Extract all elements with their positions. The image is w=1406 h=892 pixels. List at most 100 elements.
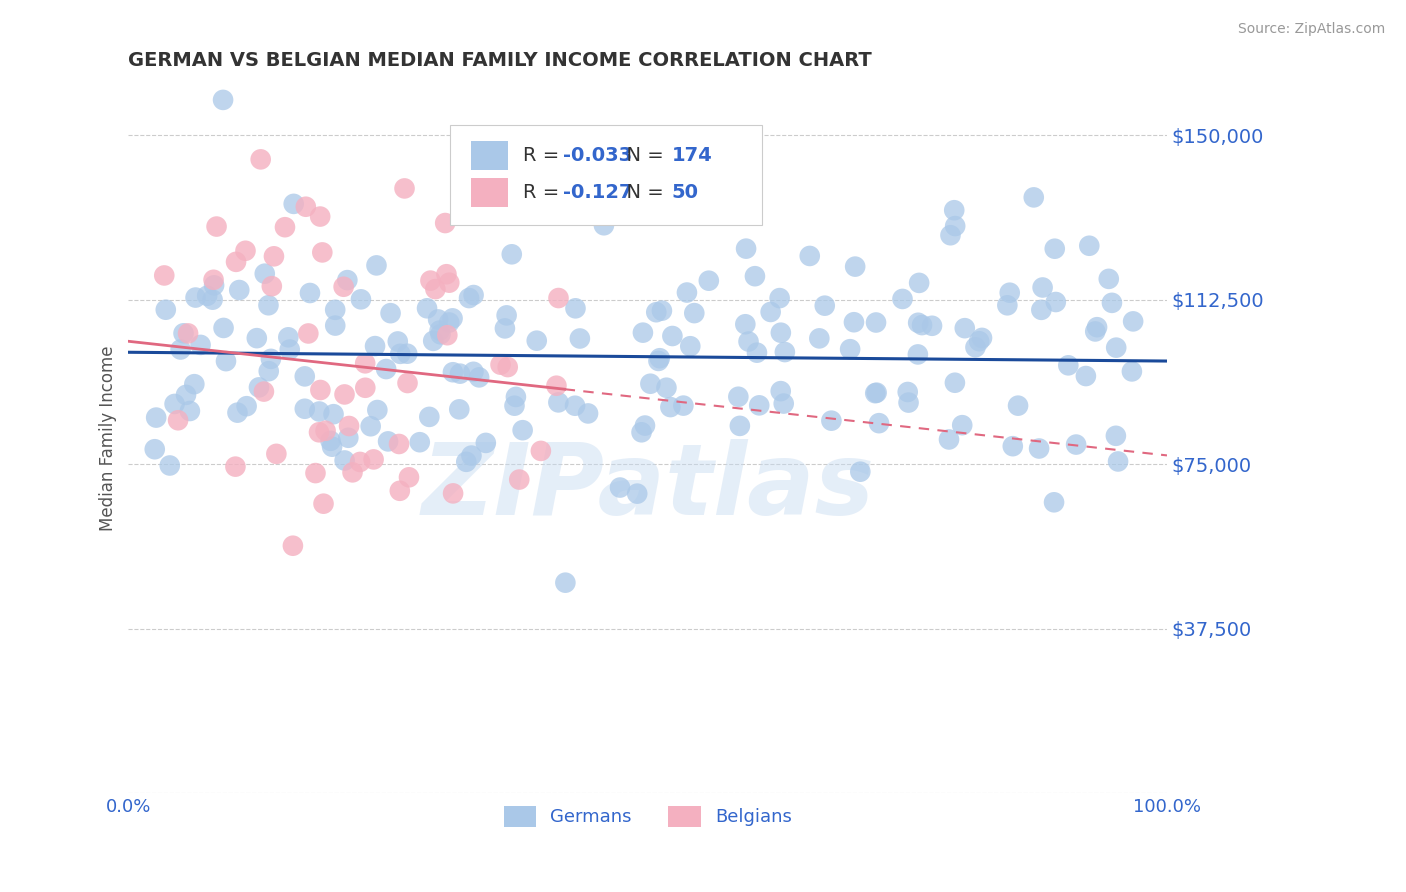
Point — [422, 334, 444, 348]
FancyBboxPatch shape — [450, 125, 762, 225]
Point — [449, 402, 471, 417]
Point — [640, 376, 662, 391]
Point — [547, 395, 569, 409]
Point — [159, 458, 181, 473]
Point — [943, 376, 966, 390]
Point — [1031, 302, 1053, 317]
Point — [215, 354, 238, 368]
Text: N =: N = — [614, 183, 671, 202]
Point — [727, 390, 749, 404]
Point — [294, 369, 316, 384]
Point — [266, 447, 288, 461]
Point — [436, 328, 458, 343]
Point — [939, 228, 962, 243]
Text: N =: N = — [614, 146, 671, 165]
Text: GERMAN VS BELGIAN MEDIAN FAMILY INCOME CORRELATION CHART: GERMAN VS BELGIAN MEDIAN FAMILY INCOME C… — [128, 51, 872, 70]
Point — [429, 324, 451, 338]
Text: R =: R = — [523, 146, 565, 165]
Point — [676, 285, 699, 300]
Point — [1032, 280, 1054, 294]
Point — [965, 340, 987, 354]
Point — [748, 398, 770, 412]
Point — [1043, 495, 1066, 509]
Point — [224, 459, 246, 474]
Point — [202, 273, 225, 287]
Point — [321, 440, 343, 454]
Point — [672, 399, 695, 413]
Point — [246, 331, 269, 345]
Point — [396, 347, 419, 361]
Point — [1105, 341, 1128, 355]
Point — [1078, 239, 1101, 253]
Point — [309, 210, 332, 224]
Point — [1084, 325, 1107, 339]
Point — [799, 249, 821, 263]
Point — [1001, 439, 1024, 453]
Point — [769, 384, 792, 398]
Point — [195, 289, 218, 303]
Point — [247, 380, 270, 394]
Point — [388, 437, 411, 451]
Point — [734, 318, 756, 332]
Point — [998, 285, 1021, 300]
Point — [190, 338, 212, 352]
Point — [309, 383, 332, 397]
Point — [388, 483, 411, 498]
Point — [332, 279, 354, 293]
Point — [547, 291, 569, 305]
Point — [409, 435, 432, 450]
Point — [308, 425, 330, 440]
Text: -0.127: -0.127 — [562, 183, 633, 202]
Point — [868, 416, 890, 430]
Point — [501, 247, 523, 261]
Text: 174: 174 — [672, 146, 713, 165]
Point — [323, 302, 346, 317]
Point — [630, 425, 652, 440]
Point — [375, 362, 398, 376]
Point — [437, 316, 460, 330]
Point — [451, 197, 474, 211]
Point — [564, 301, 586, 316]
Point — [494, 321, 516, 335]
Point — [458, 291, 481, 305]
Point — [576, 406, 599, 420]
Point — [364, 339, 387, 353]
Point — [1028, 442, 1050, 456]
Point — [173, 326, 195, 341]
Point — [814, 299, 837, 313]
Point — [1121, 364, 1143, 378]
Point — [921, 318, 943, 333]
Point — [842, 315, 865, 329]
Point — [769, 326, 792, 340]
Point — [441, 486, 464, 500]
Text: ZIPatlas: ZIPatlas — [422, 439, 875, 536]
Point — [772, 396, 794, 410]
FancyBboxPatch shape — [471, 141, 508, 169]
Point — [943, 219, 966, 233]
Point — [950, 418, 973, 433]
Point — [350, 293, 373, 307]
Point — [1057, 359, 1080, 373]
Point — [235, 399, 257, 413]
Point — [907, 347, 929, 361]
Point — [744, 269, 766, 284]
Point — [655, 381, 678, 395]
Point — [938, 433, 960, 447]
Point — [773, 345, 796, 359]
Point — [342, 466, 364, 480]
Point — [201, 293, 224, 307]
Point — [174, 388, 197, 402]
Point — [745, 345, 768, 359]
Point — [394, 181, 416, 195]
Point — [475, 436, 498, 450]
Point — [651, 303, 673, 318]
Text: R =: R = — [523, 183, 565, 202]
Point — [505, 390, 527, 404]
Point — [631, 326, 654, 340]
Point — [205, 219, 228, 234]
Point — [496, 360, 519, 375]
Point — [737, 334, 759, 349]
Point — [436, 267, 458, 281]
Point — [427, 312, 450, 326]
Point — [183, 377, 205, 392]
